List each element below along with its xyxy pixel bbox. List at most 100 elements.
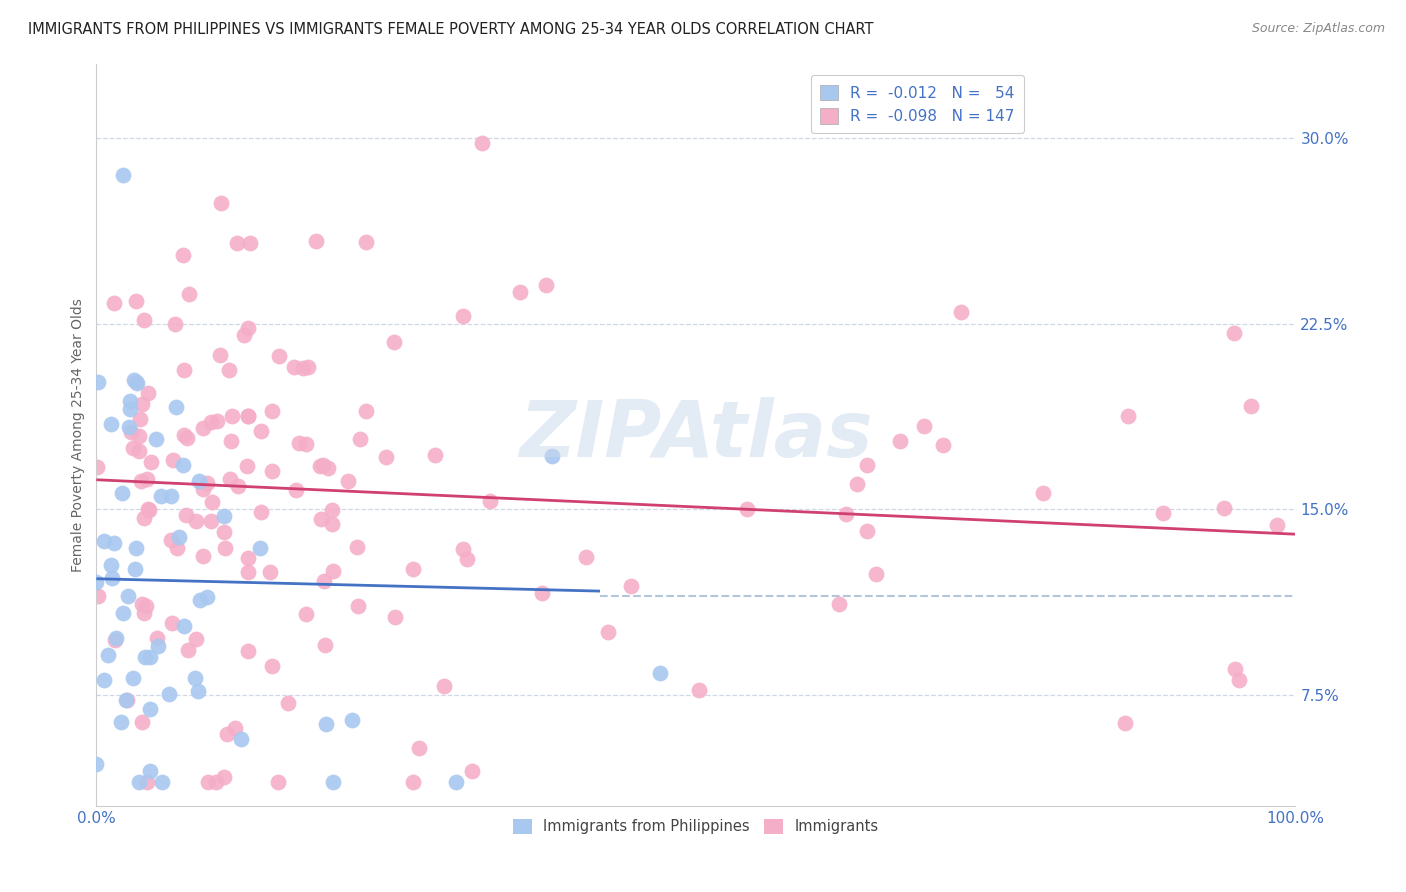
Point — [225, 236, 247, 251]
Point — [236, 458, 259, 473]
Point — [541, 450, 564, 464]
Point — [195, 475, 218, 490]
Point — [179, 287, 201, 301]
Point — [236, 409, 259, 423]
Point — [141, 455, 163, 469]
Point — [128, 444, 150, 458]
Point — [354, 404, 377, 418]
Point — [124, 562, 146, 576]
Point — [110, 715, 132, 730]
Point — [139, 649, 162, 664]
Point — [212, 524, 235, 539]
Point — [342, 713, 364, 727]
Point — [596, 625, 619, 640]
Point — [101, 570, 124, 584]
Point — [136, 774, 159, 789]
Point — [530, 585, 553, 599]
Point — [346, 541, 368, 555]
Point — [316, 460, 339, 475]
Point — [136, 502, 159, 516]
Y-axis label: Female Poverty Among 25-34 Year Olds: Female Poverty Among 25-34 Year Olds — [72, 298, 86, 572]
Point — [932, 438, 955, 452]
Point — [1032, 486, 1054, 500]
Point — [1213, 500, 1236, 515]
Point — [87, 375, 110, 389]
Point — [208, 348, 231, 362]
Point — [128, 429, 150, 443]
Point — [201, 495, 224, 509]
Point — [1152, 506, 1174, 520]
Point — [174, 508, 197, 523]
Point — [456, 551, 478, 566]
Point — [346, 599, 368, 613]
Point — [173, 619, 195, 633]
Point — [349, 433, 371, 447]
Point — [250, 424, 273, 438]
Point — [165, 400, 187, 414]
Point — [159, 489, 181, 503]
Point — [321, 516, 343, 531]
Point — [375, 450, 398, 464]
Point — [118, 420, 141, 434]
Point — [131, 396, 153, 410]
Point — [648, 666, 671, 681]
Point — [104, 632, 127, 647]
Point — [214, 770, 236, 784]
Point — [193, 421, 215, 435]
Point — [402, 774, 425, 789]
Point — [197, 774, 219, 789]
Point — [193, 549, 215, 563]
Point — [139, 702, 162, 716]
Point — [382, 335, 405, 350]
Point — [139, 764, 162, 778]
Point — [221, 409, 243, 424]
Point — [162, 453, 184, 467]
Point — [111, 485, 134, 500]
Point — [236, 565, 259, 579]
Point — [128, 411, 150, 425]
Point — [103, 536, 125, 550]
Point — [93, 673, 115, 687]
Point — [138, 502, 160, 516]
Point — [322, 774, 344, 789]
Point — [835, 508, 858, 522]
Point — [219, 434, 242, 448]
Point — [1222, 326, 1244, 340]
Point — [337, 474, 360, 488]
Point — [236, 409, 259, 423]
Point — [186, 632, 208, 646]
Point — [145, 432, 167, 446]
Point — [187, 684, 209, 698]
Point — [173, 428, 195, 442]
Point — [120, 425, 142, 439]
Point — [200, 514, 222, 528]
Point — [125, 376, 148, 391]
Point — [575, 550, 598, 565]
Point — [105, 632, 128, 646]
Point — [425, 448, 447, 462]
Point — [150, 774, 173, 789]
Point — [87, 589, 110, 603]
Point — [1227, 673, 1250, 687]
Point — [204, 774, 226, 789]
Point — [267, 774, 290, 789]
Point — [249, 541, 271, 555]
Point — [134, 649, 156, 664]
Point — [224, 721, 246, 735]
Point — [471, 136, 494, 151]
Point — [865, 567, 887, 582]
Point — [238, 644, 260, 658]
Point — [128, 774, 150, 789]
Point — [100, 417, 122, 432]
Point — [132, 313, 155, 327]
Point — [197, 590, 219, 604]
Point — [444, 774, 467, 789]
Point — [1114, 715, 1136, 730]
Point — [150, 489, 173, 503]
Point — [294, 437, 316, 451]
Point — [131, 715, 153, 730]
Point — [239, 236, 262, 251]
Point — [86, 460, 108, 475]
Point — [309, 512, 332, 526]
Point — [125, 541, 148, 556]
